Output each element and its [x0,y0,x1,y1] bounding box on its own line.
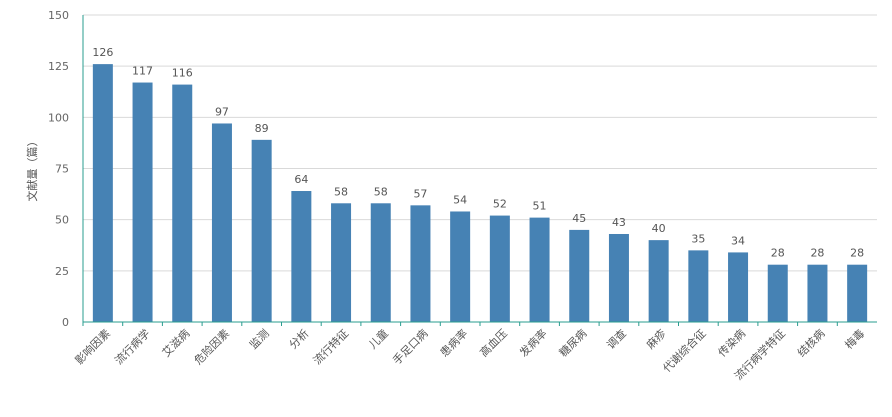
bar [92,64,113,323]
bar-value-label: 97 [215,105,229,118]
x-axis-labels: 影响因素 流行病学 艾滋病 危险因素 监测 分析 流行特征 儿童 手足口病 患病率 高血压 发病率 糖尿… [73,322,867,383]
bar [608,233,629,322]
x-tick-label: 发病率 [516,326,549,359]
x-tick-label: 传染病 [715,326,748,359]
grid-lines [83,14,877,272]
x-tick-label: 糖尿病 [556,326,589,359]
x-tick-label: 流行病学 [112,326,153,367]
x-tick-label: 分析 [286,326,311,351]
bar-value-label: 28 [771,247,785,260]
bar [847,264,868,322]
bar-value-label: 28 [810,247,824,260]
bar [807,264,828,322]
bar [370,203,391,322]
bar-value-label: 126 [92,46,113,59]
y-axis-title: 文献量（篇） [25,136,39,202]
x-tick-label: 手足口病 [390,326,431,367]
bar [410,205,431,322]
value-labels: 126 117 116 97 89 64 58 58 57 54 52 51 45 43 40 35 34 28 2… [92,46,864,260]
bar [767,264,788,322]
bar-value-label: 28 [850,247,864,260]
bar-value-label: 35 [691,232,705,245]
x-tick-label: 监测 [247,327,272,352]
bar-value-label: 43 [612,216,626,229]
y-tick-label: 125 [48,60,69,73]
x-tick-label: 艾滋病 [159,326,192,359]
bar [211,123,232,323]
y-tick-label: 100 [48,111,69,124]
bar [489,215,510,322]
bar [132,82,153,322]
x-tick-label: 麻疹 [643,326,668,351]
y-tick-label: 0 [62,316,69,329]
bar [172,84,193,322]
bar [529,217,550,322]
bar [291,191,312,322]
x-tick-label: 患病率 [437,326,470,359]
bar-value-label: 89 [255,122,269,135]
bar-value-label: 34 [731,234,745,247]
bar-value-label: 116 [172,67,193,80]
bar [648,240,669,322]
bar-value-label: 117 [132,65,153,78]
x-tick-label: 代谢综合征 [660,326,709,375]
y-tick-label: 25 [55,265,69,278]
bar-value-label: 57 [413,187,427,200]
bar-value-label: 54 [453,193,467,206]
x-tick-label: 高血压 [477,326,510,359]
bars [92,64,868,323]
bar-value-label: 52 [493,198,507,211]
x-tick-label: 调查 [604,326,629,351]
bar-value-label: 58 [374,185,388,198]
y-tick-label: 50 [55,214,69,227]
x-tick-label: 流行特征 [310,326,351,367]
x-tick-label: 影响因素 [73,327,113,367]
x-tick-label: 梅毒 [842,326,867,351]
y-tick-label: 75 [55,163,69,176]
bar-value-label: 40 [652,222,666,235]
x-tick-label: 结核病 [794,326,827,359]
bar-value-label: 45 [572,212,586,225]
x-tick-label: 儿童 [365,326,390,351]
bar-value-label: 51 [533,200,547,213]
bar [450,211,471,322]
y-axis-ticks: 0 25 50 75 100 125 150 [48,9,69,329]
bar [688,250,709,322]
bar-value-label: 58 [334,185,348,198]
bar [331,203,352,322]
y-tick-label: 150 [48,9,69,22]
bar [728,252,749,322]
bar [569,229,590,322]
x-tick-label: 危险因素 [191,326,232,367]
bar [251,139,272,322]
bar-value-label: 64 [294,173,308,186]
